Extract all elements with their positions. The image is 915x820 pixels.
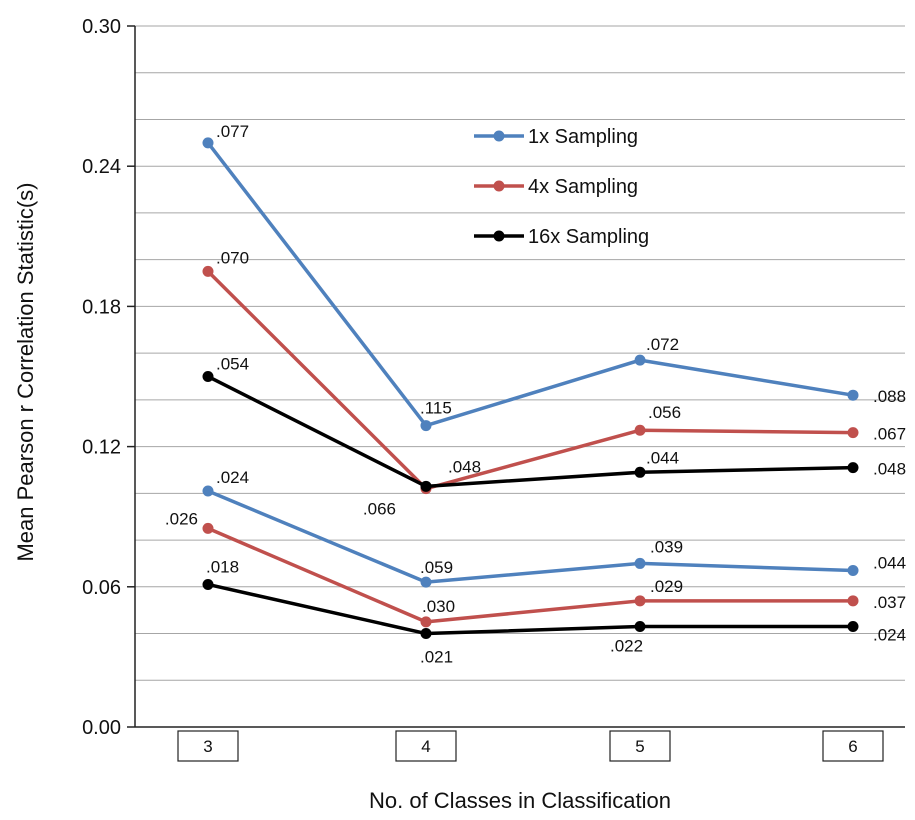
data-label: .024 <box>873 626 906 645</box>
data-point <box>634 557 646 569</box>
data-point <box>420 576 432 588</box>
series-line <box>207 489 854 584</box>
x-tick-box <box>822 730 884 762</box>
data-point <box>202 522 214 534</box>
legend: 1x Sampling 4x Sampling 16x Sampling <box>474 126 649 248</box>
data-point <box>420 480 432 492</box>
data-label: .044 <box>873 553 906 572</box>
x-axis-title: No. of Classes in Classification <box>369 788 671 813</box>
data-point <box>634 354 646 366</box>
data-label: .022 <box>610 637 643 656</box>
axes <box>134 26 905 728</box>
data-label: .048 <box>873 460 906 479</box>
y-tick-label: 0.24 <box>82 156 121 178</box>
data-point <box>202 485 214 497</box>
data-point <box>420 616 432 628</box>
data-point <box>634 595 646 607</box>
data-label: .067 <box>873 425 906 444</box>
y-tick-label: 0.06 <box>82 577 121 599</box>
data-point <box>847 462 859 474</box>
x-tick-box <box>395 730 457 762</box>
series-line <box>206 141 854 428</box>
data-label: .037 <box>873 593 906 612</box>
x-tick-label: 5 <box>635 737 644 756</box>
legend-swatch-marker <box>493 230 505 242</box>
data-point <box>202 137 214 149</box>
legend-label: 1x Sampling <box>528 126 638 148</box>
data-point <box>847 427 859 439</box>
data-label: .088 <box>873 387 906 406</box>
grid-lines <box>135 25 905 681</box>
series-line <box>206 270 854 491</box>
data-label: .044 <box>646 448 679 467</box>
y-tick-label: 0.00 <box>82 717 121 739</box>
data-label: .056 <box>648 403 681 422</box>
series-line <box>207 374 854 489</box>
legend-label: 4x Sampling <box>528 176 638 198</box>
x-tick-label: 4 <box>421 737 430 756</box>
data-label: .066 <box>363 500 396 519</box>
data-label: .072 <box>646 335 679 354</box>
legend-swatch-marker <box>493 130 505 142</box>
series-line <box>207 582 853 636</box>
x-tick-box <box>609 730 671 762</box>
y-tick-label: 0.18 <box>82 296 121 318</box>
data-label: .048 <box>448 457 481 476</box>
data-point <box>202 265 214 277</box>
legend-label: 16x Sampling <box>528 226 649 248</box>
x-tick-labels: 3 4 5 6 <box>177 730 884 762</box>
data-point <box>634 424 646 436</box>
series-group <box>202 137 859 640</box>
y-tick-label: 0.30 <box>82 16 121 38</box>
data-point <box>420 628 432 640</box>
data-point <box>634 621 646 633</box>
data-point <box>847 595 859 607</box>
series-line <box>207 526 853 624</box>
data-label: .077 <box>216 122 249 141</box>
data-point <box>202 578 214 590</box>
data-point <box>847 389 859 401</box>
data-label: .030 <box>422 597 455 616</box>
data-label: .039 <box>650 537 683 556</box>
data-point <box>634 466 646 478</box>
legend-swatch-marker <box>493 180 505 192</box>
data-label: .070 <box>216 248 249 267</box>
data-point <box>202 371 214 382</box>
x-tick-label: 3 <box>203 737 212 756</box>
data-point <box>847 564 859 576</box>
data-label: .018 <box>206 557 239 576</box>
data-label: .029 <box>650 577 683 596</box>
data-label: .054 <box>216 355 249 374</box>
x-tick-label: 6 <box>848 737 857 756</box>
data-label: .115 <box>420 399 452 418</box>
x-tick-box <box>177 730 239 762</box>
y-axis-title: Mean Pearson r Correlation Statistic(s) <box>13 182 38 561</box>
y-tick-labels: 0.00 0.06 0.12 0.18 0.24 0.30 <box>82 16 135 739</box>
y-tick-label: 0.12 <box>82 437 121 459</box>
data-point <box>420 420 432 432</box>
data-label: .059 <box>420 558 453 577</box>
data-label: .024 <box>216 468 249 487</box>
data-labels: .077 .115 .072 .088 .070 .066 .056 .067 .054 .048… <box>165 122 906 667</box>
data-label: .021 <box>420 648 453 667</box>
data-label: .026 <box>165 509 198 528</box>
data-point <box>847 621 859 633</box>
